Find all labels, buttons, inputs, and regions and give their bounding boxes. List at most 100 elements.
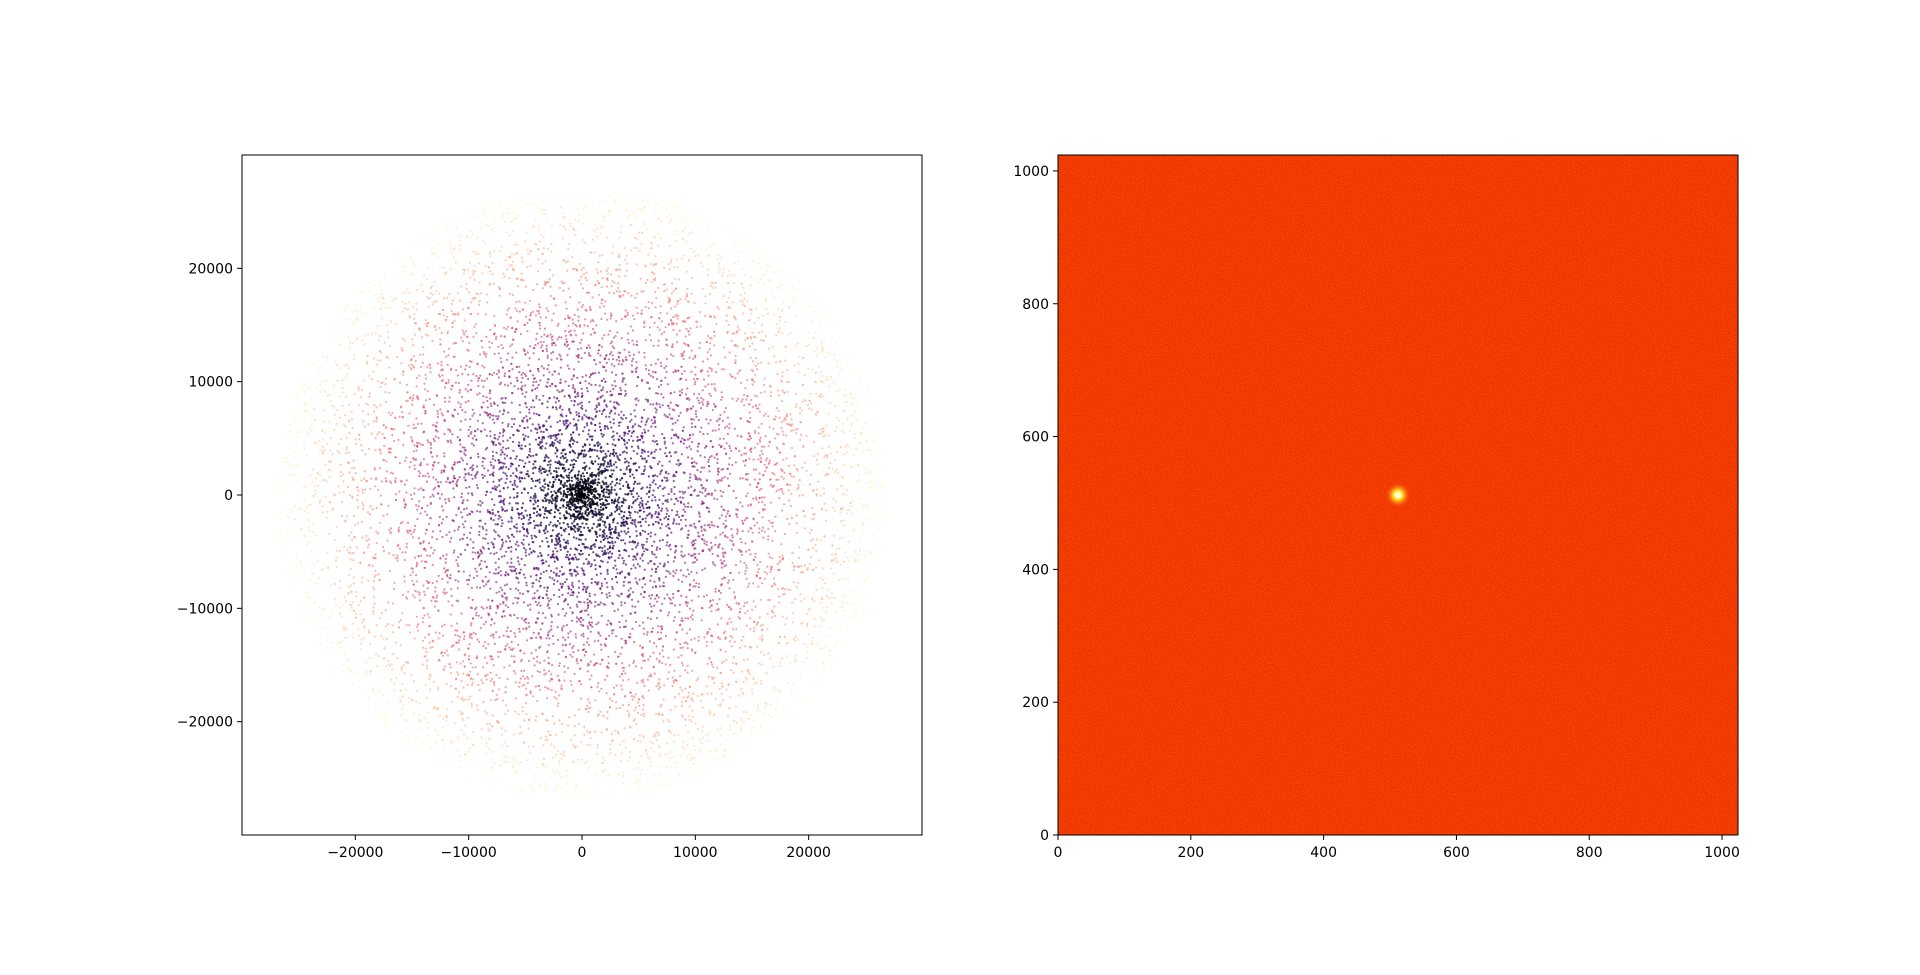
scatter-point bbox=[527, 727, 530, 730]
scatter-point bbox=[503, 410, 506, 413]
scatter-point bbox=[481, 552, 484, 555]
scatter-point bbox=[400, 735, 403, 738]
scatter-point bbox=[652, 735, 655, 738]
scatter-point bbox=[329, 501, 332, 504]
scatter-point bbox=[693, 461, 696, 464]
scatter-point bbox=[848, 509, 851, 512]
scatter-point bbox=[617, 773, 620, 776]
scatter-point bbox=[602, 513, 605, 516]
scatter-point bbox=[810, 300, 814, 303]
scatter-point bbox=[408, 732, 411, 735]
scatter-point bbox=[459, 365, 462, 368]
scatter-point bbox=[683, 561, 687, 564]
scatter-point bbox=[608, 591, 611, 594]
scatter-point bbox=[541, 762, 544, 765]
scatter-point bbox=[722, 267, 726, 271]
scatter-point bbox=[761, 516, 764, 519]
scatter-point bbox=[610, 501, 614, 504]
scatter-point bbox=[793, 659, 796, 662]
scatter-point bbox=[385, 460, 388, 463]
scatter-point bbox=[621, 417, 624, 421]
scatter-point bbox=[753, 380, 756, 383]
scatter-point bbox=[545, 193, 549, 196]
scatter-point bbox=[585, 279, 588, 282]
scatter-point bbox=[582, 504, 585, 508]
scatter-point bbox=[558, 390, 561, 394]
scatter-point bbox=[504, 604, 507, 607]
scatter-point bbox=[693, 488, 697, 491]
scatter-point bbox=[479, 220, 482, 223]
scatter-point bbox=[859, 441, 862, 444]
scatter-point bbox=[444, 229, 447, 232]
scatter-point bbox=[783, 471, 786, 474]
scatter-point bbox=[678, 610, 681, 614]
scatter-point bbox=[500, 245, 503, 248]
scatter-point bbox=[575, 423, 578, 426]
scatter-point bbox=[687, 529, 690, 532]
scatter-point bbox=[824, 378, 827, 381]
scatter-point bbox=[819, 576, 822, 579]
scatter-point bbox=[648, 640, 652, 643]
scatter-point bbox=[517, 597, 520, 600]
scatter-point bbox=[818, 625, 821, 628]
scatter-point bbox=[541, 344, 544, 347]
scatter-point bbox=[504, 645, 507, 648]
scatter-point bbox=[512, 535, 515, 538]
scatter-point bbox=[590, 601, 593, 604]
scatter-point bbox=[634, 415, 637, 418]
scatter-point bbox=[785, 642, 788, 645]
scatter-point bbox=[536, 479, 539, 482]
scatter-point bbox=[588, 467, 591, 470]
scatter-point bbox=[393, 378, 396, 381]
scatter-point bbox=[710, 541, 713, 544]
scatter-point bbox=[411, 536, 415, 539]
scatter-point bbox=[821, 374, 824, 377]
scatter-point bbox=[437, 574, 440, 577]
scatter-point bbox=[563, 423, 566, 427]
scatter-point bbox=[654, 520, 658, 524]
scatter-point bbox=[713, 382, 716, 386]
scatter-point bbox=[346, 659, 349, 662]
scatter-point bbox=[411, 699, 414, 702]
scatter-point bbox=[449, 685, 453, 688]
scatter-point bbox=[388, 391, 391, 394]
scatter-point bbox=[779, 559, 782, 562]
scatter-point bbox=[353, 357, 356, 360]
scatter-point bbox=[577, 502, 580, 505]
scatter-point bbox=[740, 541, 743, 544]
scatter-point bbox=[494, 523, 497, 526]
scatter-point bbox=[422, 496, 425, 499]
scatter-point bbox=[530, 537, 534, 540]
scatter-point bbox=[770, 609, 774, 612]
scatter-point bbox=[713, 316, 717, 319]
scatter-point bbox=[528, 447, 532, 451]
scatter-point bbox=[342, 490, 345, 494]
scatter-point bbox=[740, 250, 743, 253]
scatter-point bbox=[529, 417, 532, 420]
scatter-point bbox=[719, 559, 722, 562]
scatter-point bbox=[619, 421, 622, 424]
scatter-point bbox=[767, 254, 770, 257]
scatter-point bbox=[615, 466, 618, 469]
scatter-point bbox=[523, 677, 527, 680]
scatter-point bbox=[816, 488, 819, 491]
scatter-point bbox=[738, 241, 742, 244]
scatter-point bbox=[558, 522, 561, 525]
scatter-point bbox=[686, 756, 689, 759]
scatter-point bbox=[295, 431, 298, 435]
scatter-point bbox=[593, 640, 596, 643]
scatter-point bbox=[417, 470, 420, 473]
scatter-point bbox=[383, 647, 386, 650]
scatter-point bbox=[619, 386, 622, 390]
scatter-point bbox=[766, 565, 769, 568]
scatter-point bbox=[818, 327, 821, 330]
scatter-point bbox=[373, 575, 376, 579]
scatter-point bbox=[449, 268, 452, 271]
scatter-point bbox=[434, 328, 438, 331]
scatter-point bbox=[683, 439, 687, 442]
scatter-point bbox=[569, 463, 572, 467]
scatter-point bbox=[590, 251, 593, 254]
scatter-point bbox=[587, 526, 590, 529]
scatter-point bbox=[604, 537, 607, 540]
scatter-point bbox=[343, 309, 346, 312]
